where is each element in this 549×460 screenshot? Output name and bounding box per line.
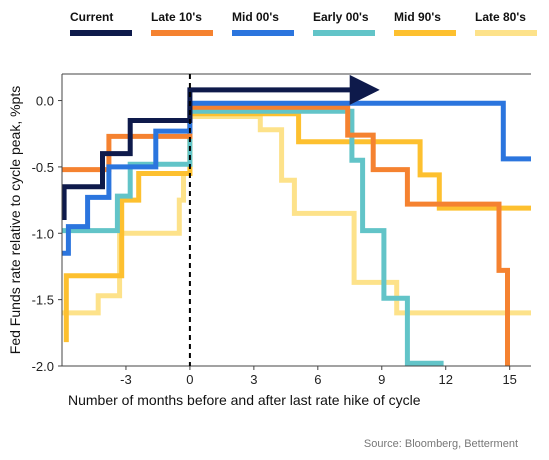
x-axis-title: Number of months before and after last r… [68, 392, 421, 408]
x-tick-label: 12 [438, 372, 452, 387]
legend-label: Mid 90's [394, 10, 441, 24]
x-tick-label: 3 [250, 372, 257, 387]
y-tick-label: -2.0 [32, 359, 54, 374]
legend-swatch [394, 30, 456, 36]
legend-swatch [70, 30, 132, 36]
legend-swatch [475, 30, 537, 36]
y-tick-label: -0.5 [32, 160, 54, 175]
legend-swatch [313, 30, 375, 36]
x-tick-label: 0 [186, 372, 193, 387]
legend: Current Late 10's Mid 00's Early 00's Mid 90… [70, 10, 537, 36]
legend-swatch [151, 30, 213, 36]
legend-label: Mid 00's [232, 10, 279, 24]
y-axis-title: Fed Funds rate relative to cycle peak, %… [7, 86, 23, 354]
x-tick-label: 6 [314, 372, 321, 387]
x-tick-label: 9 [378, 372, 385, 387]
y-tick-label: -1.0 [32, 226, 54, 241]
y-tick-label: 0.0 [36, 94, 54, 109]
axes: 0.0 -0.5 -1.0 -1.5 -2.0 -3 0 3 6 9 12 15 [32, 73, 531, 387]
series-line [63, 111, 531, 343]
legend-label: Late 10's [151, 10, 202, 24]
legend-label: Current [70, 10, 113, 24]
series-line [62, 104, 510, 366]
series-line [61, 74, 380, 220]
series-line [62, 100, 531, 256]
y-tick-label: -1.5 [32, 293, 54, 308]
legend-swatch [232, 30, 294, 36]
legend-label: Late 80's [475, 10, 526, 24]
x-tick-label: 15 [502, 372, 516, 387]
series-lines [61, 74, 531, 366]
legend-label: Early 00's [313, 10, 369, 24]
x-tick-label: -3 [120, 372, 132, 387]
source-note: Source: Bloomberg, Betterment [364, 438, 518, 450]
